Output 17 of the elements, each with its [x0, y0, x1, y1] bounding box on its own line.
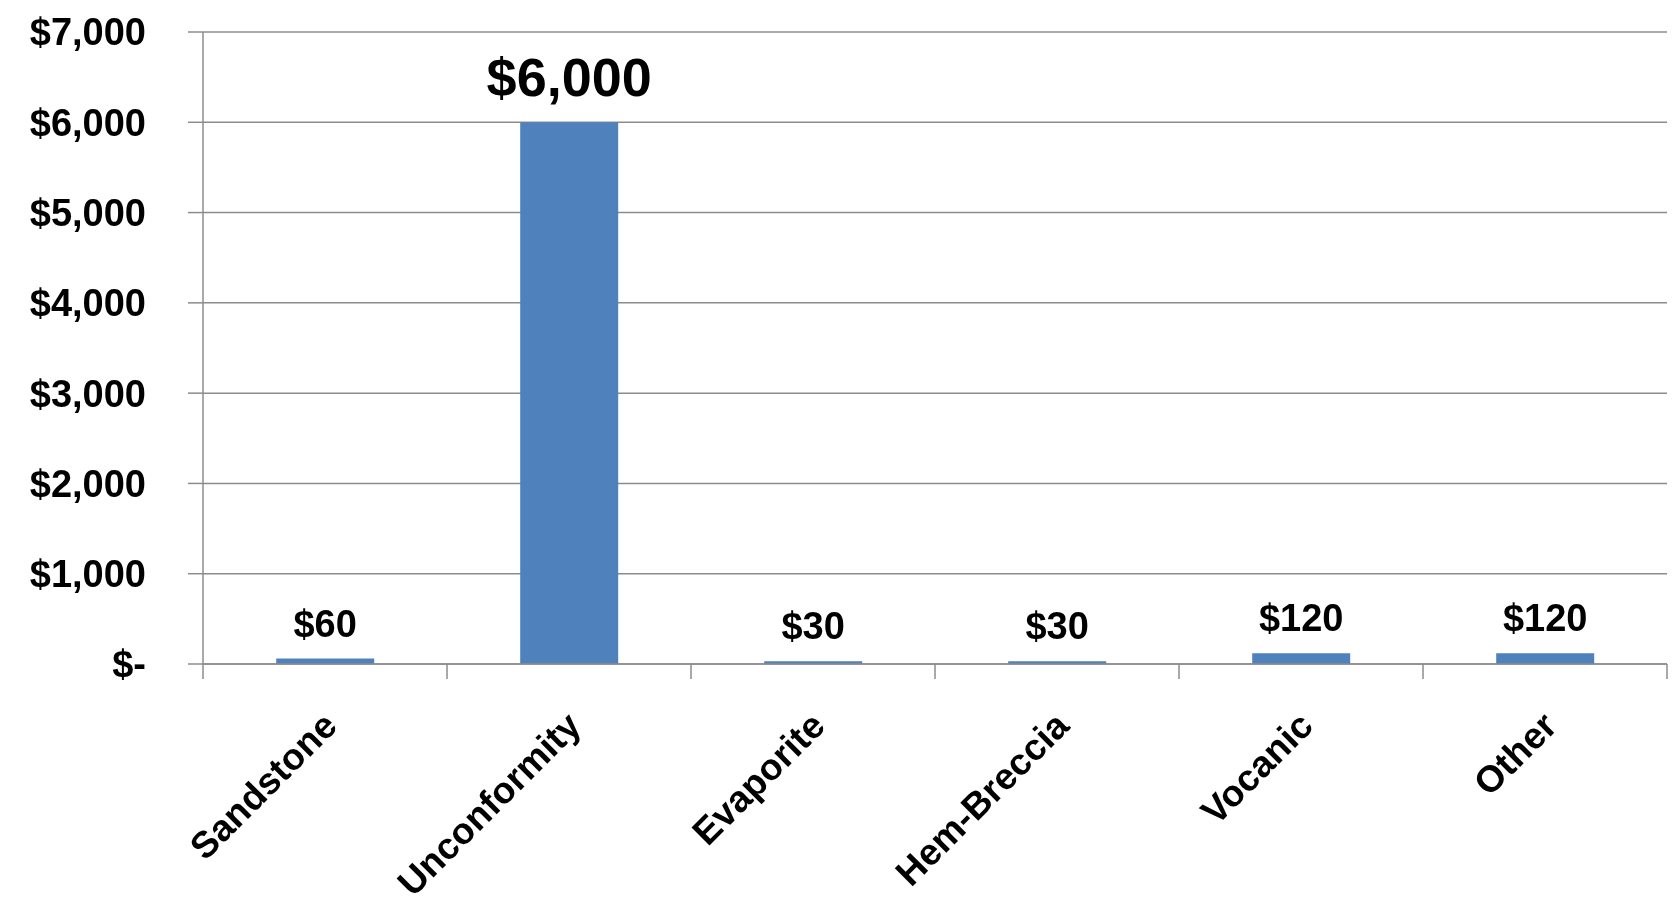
y-tick-label: $2,000 [29, 462, 146, 505]
data-label: $30 [1025, 605, 1089, 648]
data-label: $6,000 [486, 47, 652, 108]
bar [520, 122, 619, 664]
data-label: $30 [781, 605, 845, 648]
data-label: $120 [1502, 597, 1588, 640]
y-tick-label: $6,000 [29, 101, 146, 144]
data-label: $120 [1258, 597, 1344, 640]
bar [1252, 653, 1351, 664]
y-tick-label: $1,000 [29, 553, 146, 596]
y-tick-label: $- [112, 643, 146, 686]
y-tick-label: $4,000 [29, 282, 146, 325]
bar [1496, 653, 1595, 664]
y-tick-label: $3,000 [29, 372, 146, 415]
y-tick-label: $5,000 [29, 192, 146, 235]
y-tick-label: $7,000 [29, 11, 146, 54]
data-label: $60 [293, 602, 357, 645]
